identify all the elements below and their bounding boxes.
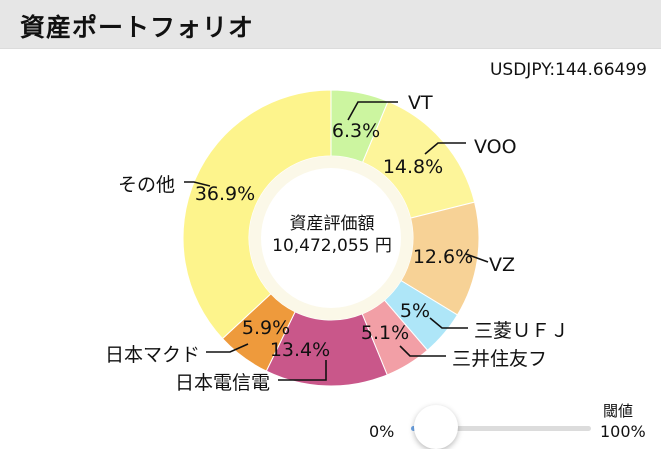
app-header: 資産ポートフォリオ bbox=[0, 0, 661, 49]
slice-percent-label: 36.9% bbox=[195, 183, 255, 205]
leader-line bbox=[424, 142, 466, 155]
slice-percent-label: 5.9% bbox=[242, 317, 290, 339]
leader-line bbox=[399, 345, 446, 357]
slice-name-label: VZ bbox=[489, 254, 515, 276]
threshold-max-label: 100% bbox=[600, 422, 646, 441]
total-valuation: 資産評価額 10,472,055 円 bbox=[252, 213, 412, 257]
slice-percent-label: 13.4% bbox=[270, 339, 330, 361]
leader-line bbox=[206, 343, 249, 353]
leader-line bbox=[429, 317, 468, 329]
total-valuation-value: 10,472,055 円 bbox=[272, 236, 392, 256]
threshold-label: 閾値 bbox=[603, 402, 634, 420]
slice-name-label: 三井住友フ bbox=[452, 348, 547, 370]
slice-percent-label: 14.8% bbox=[383, 156, 443, 178]
slice-percent-label: 6.3% bbox=[332, 120, 380, 142]
slice-name-label: VOO bbox=[474, 136, 517, 158]
threshold-min-label: 0% bbox=[369, 422, 395, 441]
threshold-slider-thumb[interactable] bbox=[414, 405, 458, 449]
total-valuation-caption: 資産評価額 bbox=[289, 214, 375, 234]
slice-name-label: 日本電信電 bbox=[175, 372, 270, 394]
leader-line bbox=[347, 101, 398, 121]
slice-percent-label: 5.1% bbox=[361, 322, 409, 344]
slice-name-label: その他 bbox=[118, 174, 175, 196]
slice-percent-label: 12.6% bbox=[413, 246, 473, 268]
slice-percent-label: 5% bbox=[400, 300, 430, 322]
exchange-rate: USDJPY:144.66499 bbox=[489, 60, 647, 80]
leader-line bbox=[465, 253, 489, 263]
slice-name-label: 日本マクド bbox=[105, 344, 200, 366]
page-title: 資産ポートフォリオ bbox=[20, 13, 255, 42]
slice-name-label: VT bbox=[408, 92, 433, 114]
leader-line bbox=[184, 181, 211, 187]
donut-hole bbox=[261, 168, 401, 308]
slice-name-label: 三菱ＵＦＪ bbox=[474, 320, 569, 342]
leader-line bbox=[278, 360, 327, 381]
